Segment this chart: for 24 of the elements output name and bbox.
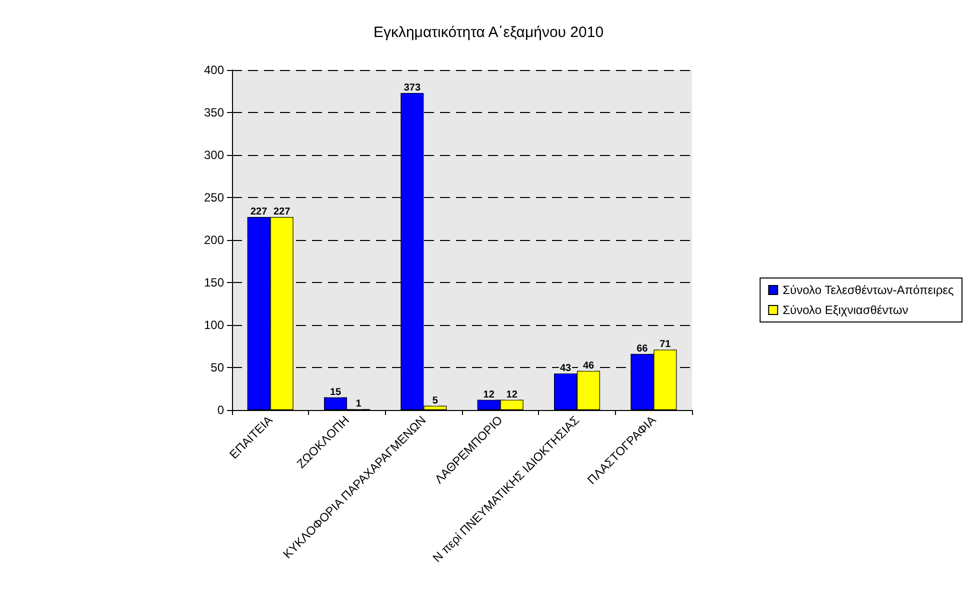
y-tick-label: 150 xyxy=(204,276,224,290)
y-tick-label: 350 xyxy=(204,106,224,120)
y-tick-label: 0 xyxy=(217,403,224,417)
data-label: 227 xyxy=(250,206,268,218)
data-label: 66 xyxy=(636,343,648,354)
data-label: 373 xyxy=(404,82,421,94)
y-tick-label: 50 xyxy=(210,360,224,374)
legend-label: Σύνολο Τελεσθέντων-Απόπειρες xyxy=(782,283,954,297)
data-label: 71 xyxy=(660,339,672,350)
data-label: 12 xyxy=(506,389,518,400)
y-tick-label: 400 xyxy=(204,63,224,77)
chart-title: Εγκληματικότητα Α΄εξαμήνου 2010 xyxy=(373,24,604,41)
data-label: 15 xyxy=(330,386,342,398)
y-tick-label: 200 xyxy=(204,233,224,247)
data-label: 1 xyxy=(356,398,362,410)
data-label: 227 xyxy=(273,206,291,218)
y-tick-label: 250 xyxy=(204,190,224,204)
legend-label: Σύνολο Εξιχνιασθέντων xyxy=(782,303,908,317)
y-tick-label: 300 xyxy=(204,148,224,162)
data-label: 12 xyxy=(483,389,495,400)
y-tick-label: 100 xyxy=(204,318,224,332)
data-label: 5 xyxy=(432,395,438,406)
data-label: 46 xyxy=(582,360,594,372)
data-label: 43 xyxy=(560,362,572,374)
